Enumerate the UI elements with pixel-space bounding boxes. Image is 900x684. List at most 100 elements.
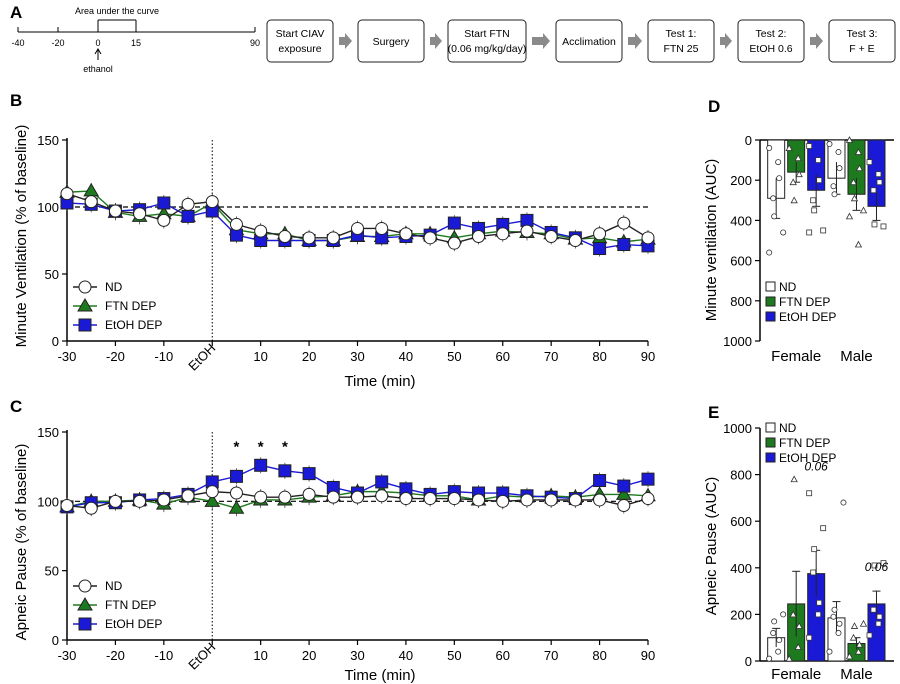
category-label: Male: [840, 666, 873, 683]
individual-point: [766, 145, 773, 152]
timeline-tick-label: 15: [131, 38, 141, 48]
individual-point: [780, 229, 787, 236]
data-point: [351, 490, 364, 504]
legend-marker: [78, 318, 92, 332]
individual-point: [880, 223, 887, 230]
panel-letter-e: E: [708, 403, 719, 422]
y-axis-title: Minute ventilation (AUC): [703, 159, 720, 322]
chart-minute-ventilation-auc: Minute ventilation (AUC) 0 200 400 600 800 10…: [703, 133, 894, 365]
legend-label: EtOH DEP: [105, 318, 162, 332]
y-tick-label: 0: [745, 133, 752, 148]
data-point: [181, 209, 195, 223]
y-tick-label: 50: [45, 564, 59, 579]
x-tick-label: EtOH: [185, 341, 218, 374]
protocol-step-box: [647, 19, 715, 63]
x-tick-label: 70: [544, 648, 558, 663]
legend-label: ND: [105, 280, 123, 294]
data-point: [375, 489, 389, 503]
x-tick-label: 20: [302, 648, 316, 663]
individual-point: [859, 206, 868, 214]
individual-point: [771, 213, 778, 220]
data-point: [229, 469, 243, 483]
individual-point: [771, 618, 778, 625]
data-point: [520, 213, 534, 227]
individual-point: [880, 560, 887, 567]
protocol-step-label: F + E: [849, 43, 874, 55]
timeline-tick-label: 90: [250, 38, 260, 48]
protocol-step-label: Surgery: [373, 36, 411, 48]
data-point: [181, 489, 195, 503]
individual-point: [806, 229, 813, 236]
arrow-right-icon: [628, 33, 642, 49]
significance-star: *: [282, 438, 288, 455]
individual-point: [776, 175, 783, 182]
x-tick-label: 90: [641, 349, 655, 364]
individual-point: [870, 187, 877, 194]
timeline-tick-label: -40: [11, 38, 24, 48]
y-tick-label: 150: [37, 425, 59, 440]
x-tick-label: EtOH: [185, 640, 218, 673]
protocol-step-box: [447, 19, 527, 63]
y-tick-label: 150: [37, 133, 59, 148]
legend-swatch: [765, 311, 776, 322]
protocol-step-label: Test 2:: [756, 28, 787, 40]
individual-point: [790, 475, 798, 483]
individual-point: [789, 610, 797, 618]
legend-marker: [78, 579, 92, 593]
protocol-step-label: Acclimation: [562, 36, 616, 48]
individual-point: [854, 240, 863, 248]
legend-marker: [77, 298, 93, 312]
individual-point: [845, 652, 854, 660]
data-point: [157, 493, 171, 507]
x-axis-title: Time (min): [344, 373, 415, 390]
individual-point: [789, 178, 797, 186]
chart-minute-ventilation-timecourse: Minute Ventilation (% of baseline) Time …: [13, 125, 656, 390]
individual-point: [830, 613, 837, 620]
individual-point: [795, 170, 803, 178]
panel-letter-a: A: [10, 3, 22, 22]
data-point: [302, 231, 316, 245]
data-point: [568, 493, 582, 507]
x-tick-label: 40: [399, 648, 413, 663]
protocol-step-box: [737, 19, 805, 63]
y-tick-label: 600: [730, 254, 752, 269]
data-point: [617, 238, 631, 252]
y-tick-label: 200: [730, 607, 752, 622]
individual-point: [775, 648, 782, 655]
x-tick-label: 30: [350, 349, 364, 364]
data-point: [229, 228, 243, 242]
timeline-tick-label: 0: [95, 38, 100, 48]
data-point: [617, 479, 631, 493]
legend-label: EtOH DEP: [779, 310, 836, 324]
arrow-right-icon: [532, 33, 550, 49]
legend-label: FTN DEP: [105, 299, 156, 313]
x-tick-label: 40: [399, 349, 413, 364]
individual-point: [875, 171, 882, 178]
individual-point: [770, 630, 777, 637]
data-point: [593, 493, 607, 507]
individual-point: [854, 148, 863, 155]
x-axis-title: Time (min): [344, 667, 415, 684]
x-tick-label: 10: [253, 648, 267, 663]
arrow-right-icon: [810, 33, 823, 49]
data-point: [60, 187, 74, 201]
data-point: [593, 474, 607, 488]
chart-apneic-pause-auc: Apneic Pause (AUC) 0 200 400 600 800 1000 Fema…: [703, 421, 894, 683]
x-tick-label: -10: [154, 648, 173, 663]
data-point: [228, 500, 245, 514]
x-tick-label: 70: [544, 349, 558, 364]
y-tick-label: 0: [52, 633, 59, 648]
x-tick-label: 50: [447, 648, 461, 663]
x-tick-label: 50: [447, 349, 461, 364]
data-point: [157, 196, 171, 210]
individual-point: [826, 141, 833, 148]
data-point: [641, 492, 655, 506]
y-tick-label: 200: [730, 173, 752, 188]
timeline: Area under the curve -40 -20 0 15 90 eth…: [11, 6, 260, 74]
individual-point: [831, 606, 838, 613]
data-point: [447, 236, 461, 250]
y-tick-label: 0: [52, 334, 59, 349]
data-point: [229, 486, 243, 500]
data-point: [133, 207, 147, 221]
data-point: [84, 195, 98, 209]
